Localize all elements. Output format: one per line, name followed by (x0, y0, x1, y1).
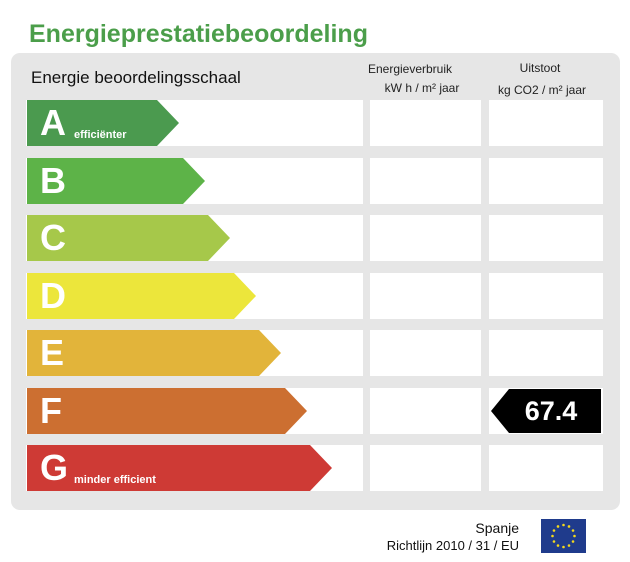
class-arrow-shape (27, 158, 205, 204)
page-title: Energieprestatiebeoordeling (29, 20, 368, 48)
energy-column-header: Energieverbruik kW h / m² jaar (366, 60, 459, 98)
class-arrow: B (27, 158, 205, 204)
energy-column-unit: kW h / m² jaar (384, 81, 460, 95)
energy-cell (370, 445, 481, 491)
class-arrow-shape (27, 330, 281, 376)
class-letter: G (40, 447, 69, 488)
emission-cell (489, 158, 603, 204)
class-subtitle: minder efficient (74, 474, 156, 486)
class-letter: F (40, 390, 62, 431)
eu-star (567, 525, 571, 528)
eu-star (562, 545, 565, 549)
class-arrow-shape (27, 215, 230, 261)
eu-flag-icon (541, 519, 586, 553)
emission-cell (489, 100, 603, 146)
rating-flag-shape (491, 389, 601, 433)
eu-star (552, 529, 556, 532)
emission-rating-flag: 67.4 (491, 389, 601, 433)
emission-rating-value: 67.4 (524, 396, 578, 426)
emission-column-label: Uitstoot (519, 61, 561, 75)
eu-star (556, 525, 560, 528)
class-letter: D (40, 275, 66, 316)
energy-cell (370, 330, 481, 376)
class-arrow: D (27, 273, 256, 319)
energy-cell (370, 273, 481, 319)
eu-star (552, 540, 556, 543)
class-arrow-shape (27, 100, 179, 146)
energy-cell (370, 215, 481, 261)
class-letter: B (40, 160, 66, 201)
emission-cell (489, 330, 603, 376)
class-arrow: E (27, 330, 281, 376)
emission-cell (489, 445, 603, 491)
class-letter: C (40, 217, 66, 258)
scale-heading: Energie beoordelingsschaal (31, 68, 241, 87)
eu-star (551, 534, 554, 538)
energy-cell (370, 388, 481, 434)
energy-cell (370, 100, 481, 146)
eu-star (571, 529, 575, 532)
eu-star (571, 540, 575, 543)
class-arrow-shape (27, 388, 307, 434)
emission-cell (489, 215, 603, 261)
country-label: Spanje (475, 520, 519, 536)
class-arrow: F (27, 388, 307, 434)
class-arrow-shape (27, 273, 256, 319)
eu-star (567, 544, 571, 547)
class-subtitle: efficiënter (74, 129, 127, 141)
directive-label: Richtlijn 2010 / 31 / EU (386, 538, 519, 553)
emission-cell (489, 273, 603, 319)
energy-cell (370, 158, 481, 204)
energy-column-label: Energieverbruik (367, 62, 453, 76)
class-letter: A (40, 102, 66, 143)
class-letter: E (40, 332, 65, 373)
class-arrow-shape (27, 445, 332, 491)
eu-star (573, 534, 576, 538)
eu-star (556, 544, 560, 547)
class-arrow: C (27, 215, 230, 261)
emission-column-unit: kg CO2 / m² jaar (497, 83, 587, 97)
eu-star (562, 523, 565, 527)
emission-column-header: Uitstoot kg CO2 / m² jaar (484, 60, 600, 98)
